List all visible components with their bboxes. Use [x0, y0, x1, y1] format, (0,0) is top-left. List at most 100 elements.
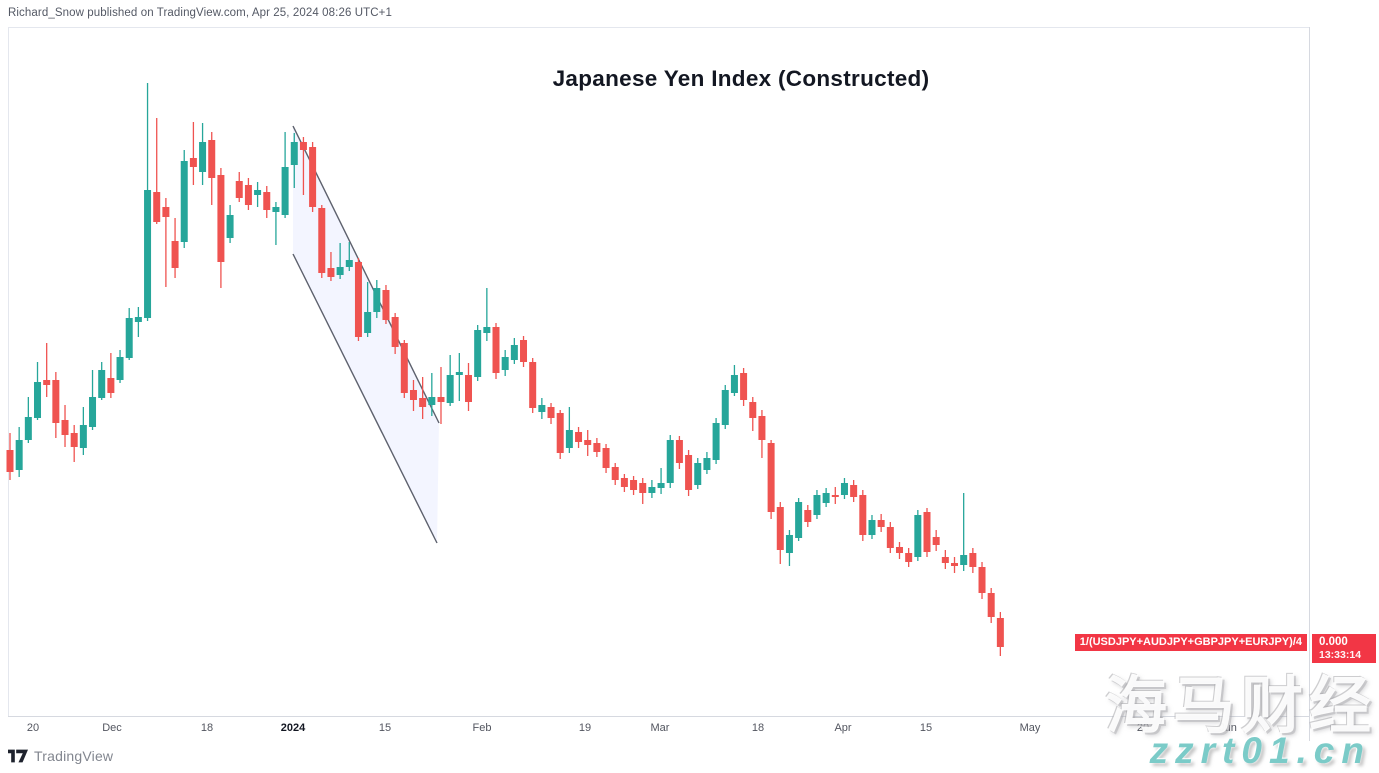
candle-body: [24, 417, 32, 440]
candle-body: [886, 527, 894, 548]
candle-body: [43, 380, 51, 385]
time-axis-label: Dec: [102, 722, 122, 734]
candle-body: [611, 467, 619, 480]
candle-body: [556, 413, 564, 453]
candle-body: [446, 375, 454, 403]
price-axis[interactable]: [1310, 27, 1379, 741]
candle-body: [630, 480, 638, 490]
candle-body: [345, 260, 353, 267]
candle-body: [877, 520, 885, 527]
candle-body: [859, 495, 867, 535]
candle-body: [730, 375, 738, 393]
candle-body: [529, 362, 537, 408]
candle-body: [987, 593, 995, 617]
candle-body: [419, 398, 427, 407]
candle-body: [501, 357, 509, 370]
candle-body: [868, 520, 876, 535]
candle-body: [281, 167, 289, 215]
candle-body: [749, 402, 757, 418]
candle-body: [520, 340, 528, 362]
candle-body: [79, 425, 87, 448]
candle-body: [309, 147, 317, 207]
tradingview-footer[interactable]: TradingView: [8, 748, 113, 764]
candle-body: [767, 443, 775, 512]
tradingview-logo-text: TradingView: [34, 748, 114, 764]
tradingview-logo-icon: [8, 749, 28, 763]
candle-body: [510, 345, 518, 360]
candle-body: [675, 440, 683, 463]
candle-body: [116, 357, 124, 380]
candle-body: [547, 407, 555, 418]
candle-body: [978, 567, 986, 593]
time-axis-label: 19: [578, 722, 592, 734]
time-axis-label: May: [1019, 722, 1041, 734]
candle-body: [822, 493, 830, 503]
candle-body: [437, 397, 445, 402]
candle-body: [34, 382, 42, 418]
candle-body: [6, 450, 14, 472]
candle-body: [712, 423, 720, 460]
candle-body: [455, 372, 463, 375]
channel-lower-line[interactable]: [292, 253, 438, 544]
candle-body: [923, 512, 931, 552]
candle-body: [327, 268, 335, 277]
candle-body: [144, 190, 152, 318]
candle-body: [189, 158, 197, 167]
channel-upper-line[interactable]: [292, 125, 440, 424]
candle-body: [134, 317, 142, 322]
candle-body: [15, 440, 23, 470]
candle-body: [125, 318, 133, 358]
candle-body: [107, 378, 115, 393]
series-formula-tag[interactable]: 1/(USDJPY+AUDJPY+GBPJPY+EURJPY)/4: [1074, 634, 1307, 651]
watermark-cjk: 海马财经: [1104, 672, 1377, 741]
time-axis-label: Feb: [472, 722, 492, 734]
candle-body: [657, 483, 665, 488]
candle-body: [382, 290, 390, 320]
candle-body: [758, 416, 766, 440]
watermark-url: zzrt01.cn: [1149, 730, 1371, 771]
candle-body: [52, 380, 60, 423]
candle-body: [373, 288, 381, 312]
candle-body: [905, 553, 913, 562]
candle-body: [969, 553, 977, 567]
candle-body: [831, 495, 839, 497]
candle-body: [703, 458, 711, 470]
candle-body: [61, 420, 69, 435]
candle-body: [960, 555, 968, 565]
candle-body: [244, 185, 252, 205]
candle-body: [391, 317, 399, 347]
parallel-channel-fill[interactable]: [293, 126, 439, 543]
chart-title: Japanese Yen Index (Constructed): [552, 66, 930, 91]
candle-body: [932, 537, 940, 545]
time-axis-label: 15: [378, 722, 392, 734]
candle-body: [895, 547, 903, 553]
time-axis-label: 20: [1136, 722, 1150, 734]
candle-body: [299, 142, 307, 150]
candle-body: [474, 330, 482, 377]
candle-body: [648, 487, 656, 493]
time-axis[interactable]: 20 Dec 18 2024 15 Feb 19 Mar 18 Apr 15 May 20 Jun: [8, 717, 1309, 741]
candle-body: [70, 433, 78, 447]
time-axis-separator: [8, 716, 1309, 717]
candle-body: [235, 181, 243, 198]
time-axis-label: 20: [26, 722, 40, 734]
candle-body: [263, 192, 271, 210]
candle-body: [813, 495, 821, 515]
candle-body: [620, 478, 628, 487]
candle-body: [602, 448, 610, 468]
candle-body: [538, 405, 546, 412]
candle-body: [354, 262, 362, 337]
candle-body: [199, 142, 207, 172]
candle-body: [226, 215, 234, 238]
candle-body: [272, 207, 280, 212]
time-axis-label: 2024: [280, 722, 306, 734]
candle-body: [776, 507, 784, 550]
candle-body: [98, 370, 106, 398]
last-price-tag[interactable]: 0.000 13:33:14: [1312, 634, 1376, 663]
candle-body: [364, 312, 372, 333]
candle-body: [162, 207, 170, 217]
candle-body: [565, 430, 573, 448]
time-axis-label: 15: [919, 722, 933, 734]
candle-body: [575, 432, 583, 442]
